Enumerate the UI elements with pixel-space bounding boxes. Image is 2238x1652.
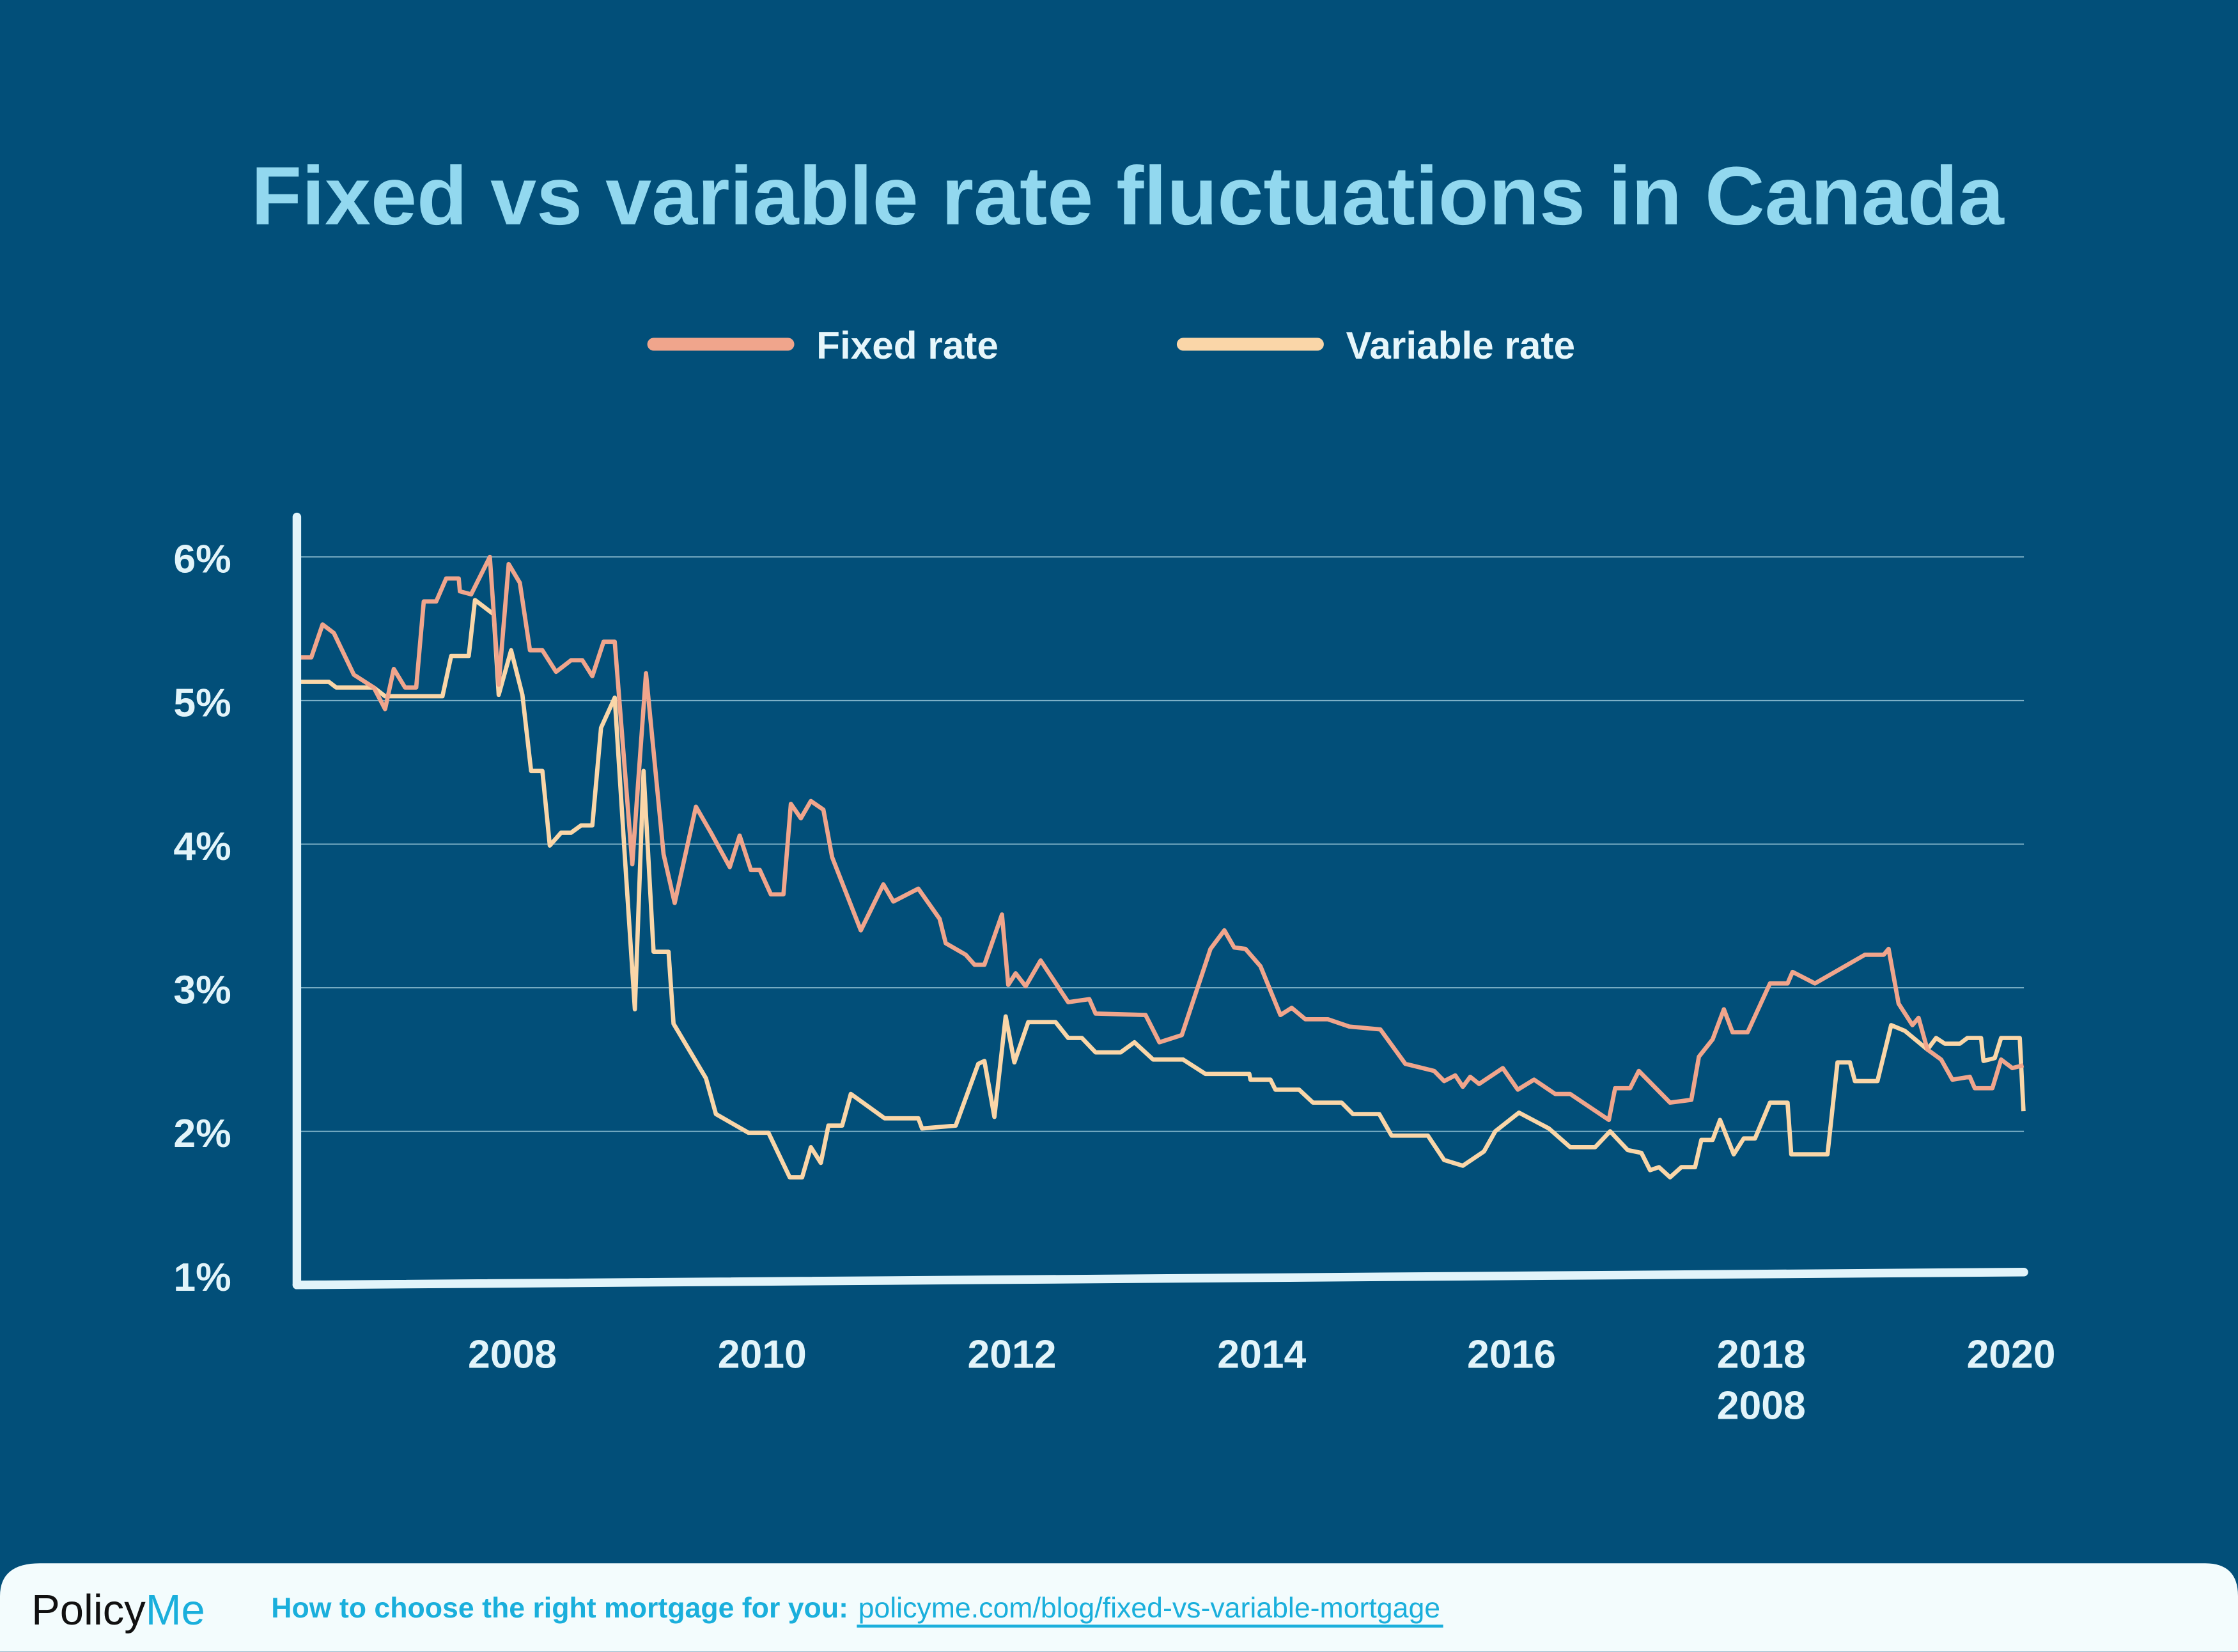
series-lines xyxy=(296,554,2026,1180)
series-line-variable-rate xyxy=(296,598,2026,1180)
x-tick-label: 2008 xyxy=(468,1332,557,1376)
footer: PolicyMe How to choose the right mortgag… xyxy=(0,1563,2238,1652)
x-tick-label: 2020 xyxy=(1966,1332,2055,1376)
x-tick-overlay-label: 2008 xyxy=(1717,1383,1806,1428)
x-axis-line xyxy=(292,1268,2028,1290)
x-tick-label: 2012 xyxy=(968,1332,1057,1376)
gridlines xyxy=(297,556,2024,1132)
x-axis-ticks: 2008 2010 2012 2014 2016 2018 2020 2008 xyxy=(468,1332,2055,1428)
policyme-logo: PolicyMe xyxy=(31,1586,205,1634)
footer-link[interactable]: policyme.com/blog/fixed-vs-variable-mort… xyxy=(859,1593,1441,1624)
legend-label-fixed: Fixed rate xyxy=(816,323,999,367)
series-line-fixed-rate xyxy=(296,554,2024,1123)
x-tick-label: 2016 xyxy=(1467,1332,1556,1376)
footer-background xyxy=(0,1563,2238,1652)
x-tick-label: 2018 xyxy=(1717,1332,1806,1376)
x-tick-label: 2014 xyxy=(1217,1332,1306,1376)
legend: Fixed rate Variable rate xyxy=(647,323,1575,367)
chart-title: Fixed vs variable rate fluctuations in C… xyxy=(251,150,2005,242)
x-tick-label: 2010 xyxy=(718,1332,807,1376)
y-tick-label: 4% xyxy=(173,824,231,869)
y-tick-label: 2% xyxy=(173,1111,231,1156)
legend-label-variable: Variable rate xyxy=(1346,323,1575,367)
y-tick-label: 3% xyxy=(173,968,231,1013)
footer-caption: How to choose the right mortgage for you… xyxy=(271,1593,848,1624)
y-tick-label: 6% xyxy=(173,537,231,582)
y-tick-label: 1% xyxy=(173,1255,231,1300)
y-axis-ticks: 6% 5% 4% 3% 2% 1% xyxy=(173,537,231,1300)
y-tick-label: 5% xyxy=(173,680,231,725)
